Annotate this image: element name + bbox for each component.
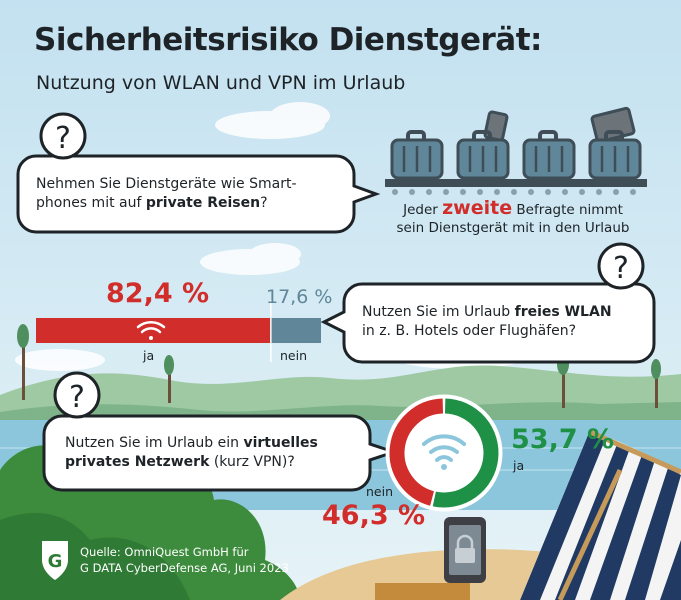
vpn-no-value-label: 46,3 % [322, 500, 426, 531]
question-mark-icon: ? [597, 242, 645, 290]
note-pre: Jeder [403, 202, 443, 218]
suitcase-icon [588, 106, 642, 180]
phone-lock-icon [444, 517, 486, 583]
question-3-text: Nutzen Sie im Urlaub ein virtuelles priv… [65, 434, 370, 472]
wifi-icon [136, 320, 166, 340]
suitcase-conveyor [385, 179, 647, 195]
question-1-end: ? [260, 195, 268, 211]
source-line1: Quelle: OmniQuest GmbH für [80, 545, 249, 559]
suitcase-icon [456, 110, 510, 180]
question-2-text: Nutzen Sie im Urlaub freies WLAN in z. B… [362, 303, 652, 341]
question-3-line1: Nutzen Sie im Urlaub ein [65, 435, 244, 451]
question-3-bold-1: virtuelles [243, 435, 318, 451]
note-line2: sein Dienstgerät mit in den Urlaub [396, 220, 630, 236]
question-2-line2: in z. B. Hotels oder Flughäfen? [362, 323, 577, 339]
vpn-no-category-label: nein [366, 484, 394, 499]
svg-text:G: G [48, 551, 63, 572]
wifi-icon [422, 434, 466, 470]
side-table [375, 583, 470, 600]
source-line2: G DATA CyberDefense AG, Juni 2023 [80, 561, 289, 575]
vpn-yes-category-label: ja [513, 458, 525, 473]
page-title: Sicherheitsrisiko Dienstgerät: [34, 22, 542, 58]
question-2-bold: freies WLAN [514, 304, 612, 320]
svg-text:?: ? [613, 251, 629, 286]
svg-text:?: ? [55, 121, 71, 156]
question-3-line2: (kurz VPN)? [209, 454, 295, 470]
question-1-text: Nehmen Sie Dienstgeräte wie Smart- phone… [36, 175, 348, 213]
question-1-line2: phones mit auf [36, 195, 146, 211]
wlan-bar-no [270, 318, 321, 343]
question-mark-icon: ? [53, 371, 101, 419]
speech-bubble-q3 [42, 414, 399, 492]
suitcase-note: Jeder zweite Befragte nimmt sein Dienstg… [383, 199, 643, 237]
vpn-slice-no [389, 398, 444, 506]
wlan-yes-value-label: 82,4 % [106, 278, 210, 309]
question-1-bold: private Reisen [145, 195, 261, 211]
vpn-slice-yes [432, 398, 499, 508]
suitcase-icon [390, 130, 444, 180]
question-2-line1: Nutzen Sie im Urlaub [362, 304, 515, 320]
note-highlight: zweite [442, 197, 513, 219]
source-note: Quelle: OmniQuest GmbH für G DATA CyberD… [80, 544, 289, 576]
question-mark-icon: ? [39, 112, 87, 160]
svg-text:?: ? [69, 380, 85, 415]
speech-bubble-q1 [16, 154, 381, 234]
question-3-bold-2: privates Netzwerk [65, 454, 210, 470]
suitcase-icon [522, 130, 576, 180]
note-post: Befragte nimmt [512, 202, 623, 218]
g-data-logo: G [42, 541, 68, 580]
foreground-bush-dark [0, 512, 190, 600]
speech-bubble-q2 [320, 282, 656, 364]
question-1-line1: Nehmen Sie Dienstgeräte wie Smart- [36, 176, 297, 192]
wlan-yes-category-label: ja [143, 348, 155, 363]
trees [17, 324, 661, 408]
vpn-donut-chart [385, 394, 503, 512]
wlan-no-value-label: 17,6 % [266, 286, 333, 308]
wlan-no-category-label: nein [280, 348, 308, 363]
page-subtitle: Nutzung von WLAN und VPN im Urlaub [36, 72, 406, 94]
vpn-yes-value-label: 53,7 % [511, 424, 615, 455]
